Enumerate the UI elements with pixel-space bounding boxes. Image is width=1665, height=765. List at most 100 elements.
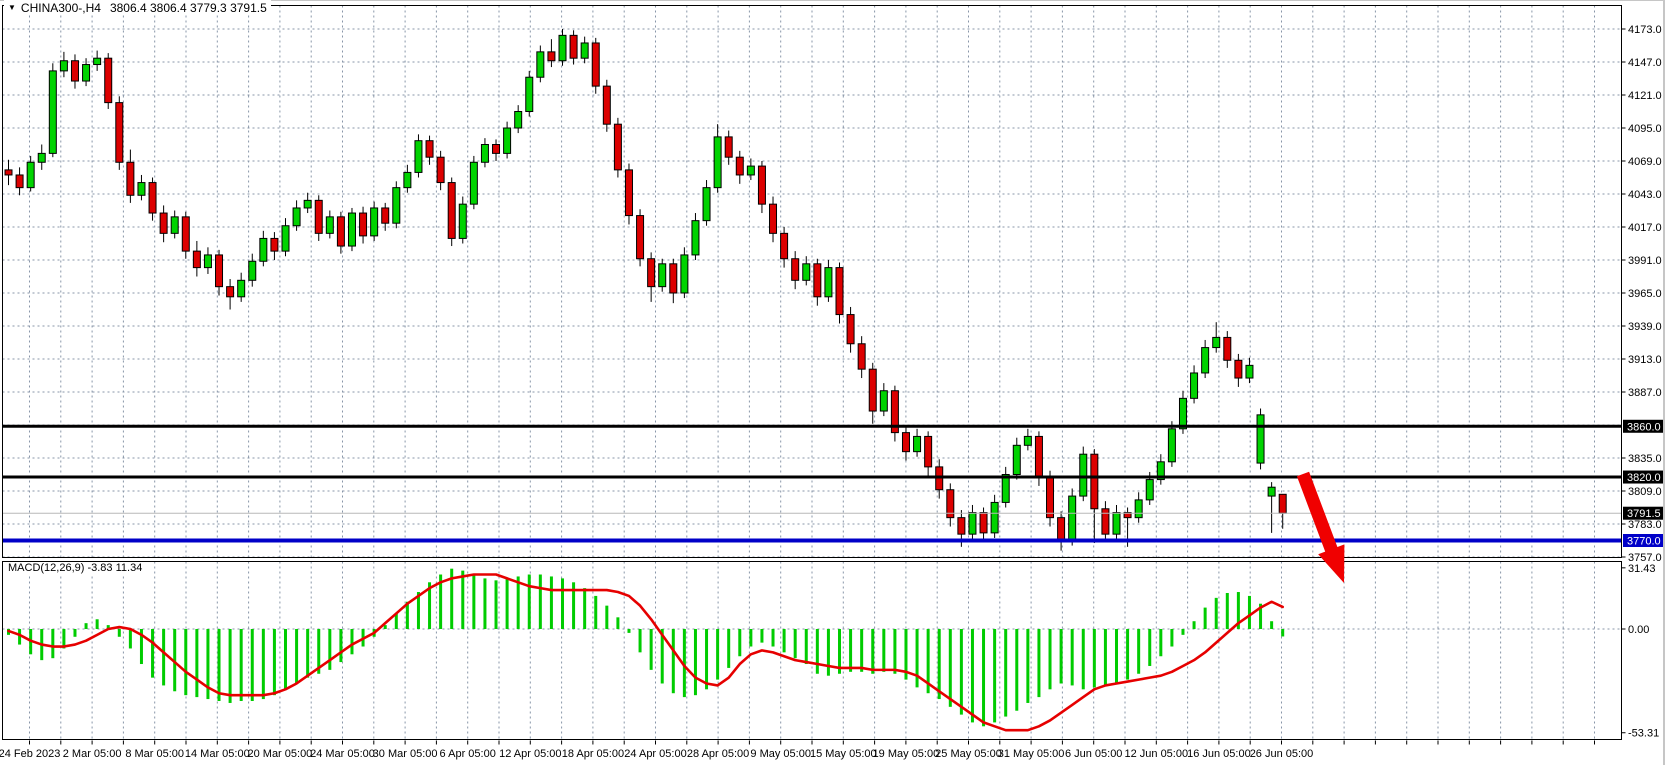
candle-body (170, 216, 179, 234)
candle (1167, 421, 1176, 467)
time-tick-label: 9 May 05:00 (750, 748, 811, 760)
macd-bar (1026, 629, 1030, 703)
candle (148, 177, 157, 221)
candle (1134, 492, 1143, 523)
candle (1201, 339, 1210, 379)
candle (259, 230, 268, 267)
candle-body (924, 435, 933, 468)
macd-bar (261, 629, 265, 700)
candle (1090, 449, 1099, 544)
macd-bar (1081, 629, 1085, 690)
candle-body (835, 267, 844, 316)
candle (4, 159, 13, 186)
macd-bar (760, 629, 764, 643)
time-tick-label: 24 Apr 05:00 (624, 748, 686, 760)
macd-bar (1037, 629, 1041, 698)
macd-bar (915, 629, 919, 688)
macd-bar (738, 629, 742, 657)
macd-bar (394, 613, 398, 629)
candle (248, 253, 257, 287)
macd-bar (904, 629, 908, 680)
candle-body (1190, 372, 1199, 399)
candle-body (536, 51, 545, 78)
time-tick-label: 12 Apr 05:00 (499, 748, 561, 760)
macd-bar (51, 629, 55, 659)
candle-body (890, 390, 899, 434)
macd-bar (195, 629, 199, 698)
candle-body (957, 517, 966, 535)
candle-body (26, 161, 35, 189)
macd-bar (184, 629, 188, 696)
candle (924, 431, 933, 476)
time-tick-label: 24 Mar 05:00 (310, 748, 375, 760)
macd-bar (572, 582, 576, 629)
macd-bar (306, 629, 310, 678)
macd-bar (782, 629, 786, 653)
candle-body (913, 435, 922, 453)
time-axis[interactable]: 24 Feb 2023 2 Mar 05:00 8 Mar 05:00 14 Mar … (0, 740, 1595, 761)
macd-indicator-label: MACD(12,26,9) -3.83 11.34 (5, 562, 146, 574)
candle (425, 135, 434, 165)
candle (392, 181, 401, 229)
candle (469, 155, 478, 210)
candle (1068, 488, 1077, 546)
candle (359, 206, 368, 244)
candle (868, 362, 877, 424)
candle-body (292, 207, 301, 227)
price-badge-bg (1623, 470, 1663, 484)
candle (15, 167, 24, 196)
macd-bar (1259, 603, 1263, 629)
candle (824, 260, 833, 302)
macd-bar (838, 629, 841, 674)
candle (314, 195, 323, 241)
candle-body (148, 182, 157, 214)
candle (769, 196, 778, 243)
candle-body (192, 250, 201, 269)
price-tick-label: 3809.0 (1628, 486, 1662, 498)
candle-body (203, 254, 212, 269)
macd-axis[interactable]: 31.43 0.00 -53.31 (1621, 563, 1660, 740)
macd-bar (173, 629, 177, 692)
time-tick-label: 30 Mar 05:00 (373, 748, 438, 760)
macd-bar (616, 617, 620, 629)
candle-body (1068, 495, 1077, 542)
candle-body (159, 212, 168, 234)
price-tick-label: 3991.0 (1628, 255, 1662, 267)
candle-body (259, 237, 268, 262)
macd-tick-label: 0.00 (1628, 624, 1649, 636)
candle (901, 425, 910, 461)
price-tick-label: 4095.0 (1628, 123, 1662, 135)
macd-bar (505, 578, 509, 629)
down-arrow-annotation[interactable] (1296, 471, 1345, 583)
candle (1267, 482, 1276, 533)
macd-bar (693, 629, 697, 696)
candle-body (879, 390, 888, 412)
candle (59, 51, 68, 78)
candle-body (347, 212, 356, 247)
candle (1190, 365, 1199, 404)
candle-body (525, 76, 534, 112)
macd-bar (151, 629, 155, 678)
price-badge-3820.0: 3820.0 (1623, 470, 1663, 484)
macd-bar (1214, 597, 1218, 629)
candlestick-series (4, 29, 1287, 551)
candle (181, 211, 190, 259)
candle-body (1134, 499, 1143, 519)
candle (414, 134, 423, 178)
candle (680, 247, 689, 299)
candle (336, 211, 345, 254)
symbol-dropdown-icon[interactable]: ▼ (8, 3, 16, 12)
candle-body (1090, 453, 1099, 510)
macd-bar (18, 629, 22, 645)
candle (82, 58, 91, 87)
candle-body (813, 263, 822, 298)
time-tick-label: 24 Feb 2023 (0, 748, 60, 760)
candle (1012, 437, 1021, 480)
candle-body (1278, 493, 1287, 514)
macd-histogram (7, 568, 1285, 727)
candle (613, 117, 622, 178)
price-axis[interactable]: 4173.0 4147.0 4121.0 4095.0 4069.0 4043.0 4017… (1621, 24, 1662, 564)
candle (192, 240, 201, 277)
price-badge-3770.0: 3770.0 (1623, 534, 1663, 548)
candle (879, 383, 888, 417)
